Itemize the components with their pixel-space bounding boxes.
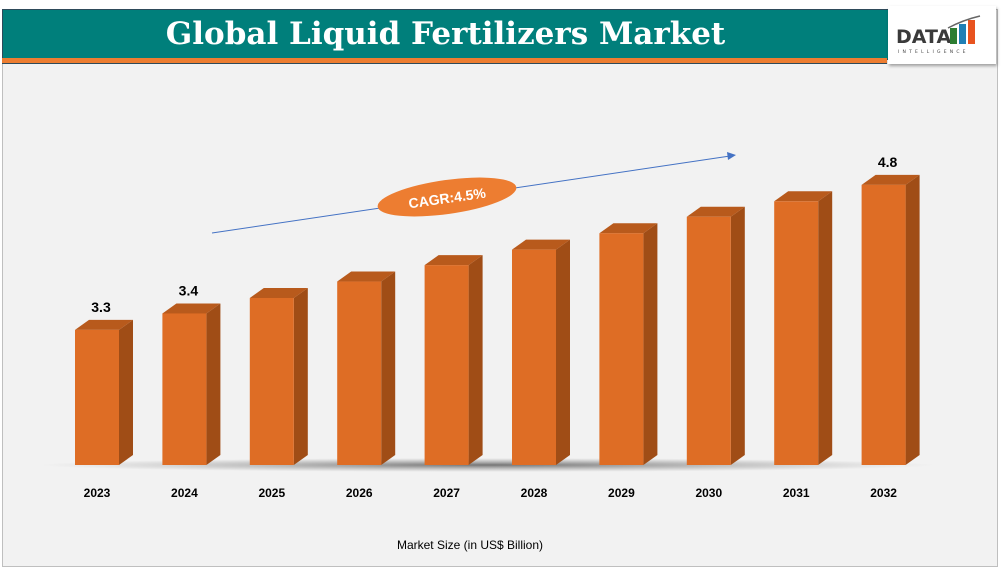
bar-2030 bbox=[686, 216, 731, 465]
x-tick-label: 2028 bbox=[521, 486, 548, 500]
bar-2027 bbox=[424, 265, 469, 465]
bar-2025 bbox=[249, 297, 294, 465]
bar-top bbox=[162, 303, 221, 314]
bar-side bbox=[119, 319, 133, 465]
bar-top bbox=[75, 319, 133, 330]
bar-top bbox=[249, 287, 308, 298]
logo: DATA INTELLIGENCE bbox=[888, 6, 996, 64]
bar-2032 bbox=[861, 184, 906, 465]
bar-side bbox=[730, 206, 745, 465]
x-tick-label: 2023 bbox=[84, 486, 111, 500]
svg-text:INTELLIGENCE: INTELLIGENCE bbox=[898, 49, 969, 55]
x-tick-label: 2024 bbox=[171, 486, 198, 500]
bar-2029 bbox=[599, 233, 644, 465]
bar-side bbox=[293, 287, 308, 465]
x-tick-label: 2026 bbox=[346, 486, 373, 500]
x-tick-label: 2030 bbox=[695, 486, 722, 500]
bar-top bbox=[512, 239, 570, 250]
cagr-badge bbox=[377, 177, 517, 217]
bar-top bbox=[424, 255, 483, 266]
accent-stripe bbox=[2, 58, 887, 64]
bar-side bbox=[818, 191, 833, 466]
data-intelligence-logo-icon: DATA INTELLIGENCE bbox=[896, 15, 981, 55]
svg-text:DATA: DATA bbox=[896, 26, 951, 48]
bar-2024 bbox=[162, 313, 207, 465]
data-label: 4.8 bbox=[878, 154, 898, 170]
data-label: 3.4 bbox=[179, 282, 199, 298]
cagr-annotation: CAGR:4.5% bbox=[211, 152, 736, 234]
bar-2028 bbox=[512, 249, 556, 465]
x-tick-label: 2027 bbox=[433, 486, 460, 500]
bar-side bbox=[206, 303, 221, 465]
bar-2031 bbox=[774, 201, 819, 466]
x-tick-label: 2025 bbox=[258, 486, 285, 500]
title-banner: Global Liquid Fertilizers Market bbox=[2, 9, 889, 60]
arrow-head-icon bbox=[727, 152, 736, 160]
bar-2023 bbox=[75, 329, 119, 465]
data-label: 3.3 bbox=[91, 299, 111, 315]
bar-top bbox=[599, 223, 658, 234]
x-tick-label: 2031 bbox=[783, 486, 810, 500]
x-tick-label: 2029 bbox=[608, 486, 635, 500]
x-tick-label: 2032 bbox=[870, 486, 897, 500]
bar-side bbox=[556, 239, 570, 465]
bar-side bbox=[643, 223, 658, 465]
page-title: Global Liquid Fertilizers Market bbox=[165, 16, 726, 52]
x-axis-title: Market Size (in US$ Billion) bbox=[397, 538, 543, 552]
bar-side bbox=[905, 174, 920, 465]
bar-top bbox=[774, 191, 833, 202]
bar-side bbox=[381, 271, 396, 465]
bar-2026 bbox=[337, 281, 382, 465]
bar-top bbox=[686, 206, 745, 217]
bar-side bbox=[468, 255, 483, 465]
bar-top bbox=[861, 174, 920, 185]
bar-top bbox=[337, 271, 396, 282]
